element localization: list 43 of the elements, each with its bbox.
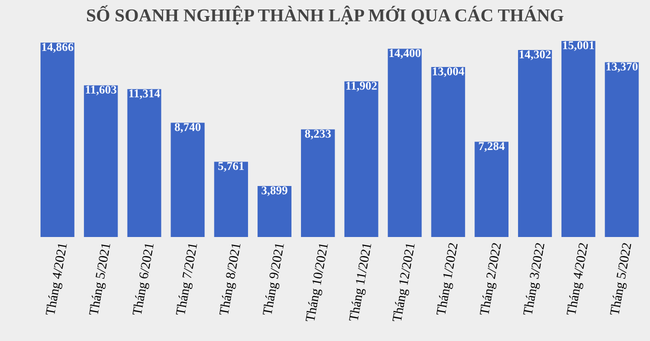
- data-label: 14,866: [42, 43, 74, 53]
- data-label: 15,001: [563, 41, 594, 51]
- chart-title: SỐ SOANH NGHIỆP THÀNH LẬP MỚI QUA CÁC THÁNG: [87, 5, 564, 25]
- data-label: 5,761: [218, 162, 244, 172]
- bar: [127, 89, 162, 237]
- bar: [344, 81, 378, 237]
- data-label: 3,899: [262, 186, 288, 196]
- x-tick-label: Tháng 1/2022: [436, 242, 460, 316]
- bar: [604, 62, 639, 237]
- x-tick-label: Tháng 2/2022: [479, 242, 504, 316]
- bar: [170, 122, 205, 237]
- bar: [258, 186, 292, 237]
- x-tick-label: Tháng 4/2021: [45, 242, 70, 316]
- data-label: 11,314: [129, 89, 160, 100]
- bar: [214, 162, 248, 237]
- data-label: 14,302: [520, 50, 551, 60]
- bar: [40, 42, 74, 237]
- bar: [518, 50, 552, 237]
- data-label: 8,740: [174, 123, 201, 133]
- bar: [561, 40, 596, 237]
- bar: [388, 48, 422, 237]
- x-tick-label: Tháng 5/2021: [88, 242, 114, 316]
- x-tick-label: Tháng 10/2021: [305, 242, 331, 323]
- x-tick-label: Tháng 8/2021: [218, 242, 244, 316]
- x-tick-label: Tháng 12/2021: [392, 242, 418, 323]
- data-label: 11,603: [86, 86, 116, 96]
- data-label: 11,902: [346, 82, 377, 92]
- data-label: 14,400: [389, 49, 421, 59]
- x-tick-label: Tháng 11/2021: [348, 242, 374, 322]
- x-tick-label: Tháng 7/2021: [175, 242, 200, 316]
- x-tick-label: Tháng 5/2022: [610, 242, 634, 316]
- x-tick-label: Tháng 9/2021: [262, 242, 287, 316]
- bar: [84, 85, 118, 237]
- data-label: 13,370: [606, 62, 638, 72]
- x-tick-label: Tháng 3/2022: [522, 242, 548, 316]
- x-tick-label: Tháng 6/2021: [132, 242, 156, 316]
- data-label: 8,233: [305, 130, 331, 140]
- x-tick-label: Tháng 4/2022: [566, 242, 591, 316]
- bar: [300, 129, 335, 237]
- data-label: 13,004: [432, 67, 464, 78]
- bar: [474, 142, 508, 237]
- data-label: 7,284: [478, 142, 505, 152]
- bar: [431, 67, 466, 237]
